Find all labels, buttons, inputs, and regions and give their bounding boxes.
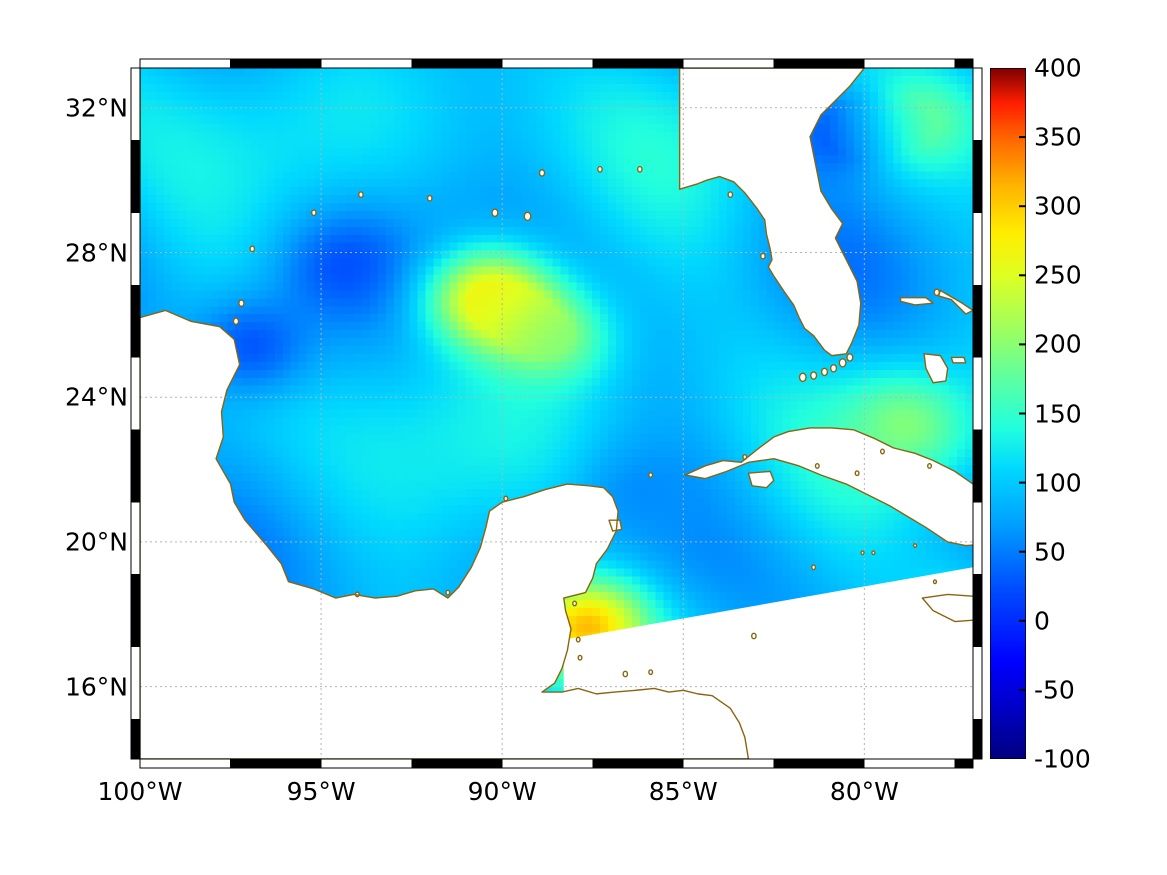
y-tick-label-3: 28°N (64, 238, 128, 267)
map-panel (130, 58, 983, 769)
colorbar-tick-label-1: 350 (1034, 122, 1082, 152)
colorbar-tick-label-5: 150 (1034, 399, 1082, 428)
colorbar-tick-label-2: 300 (1034, 191, 1082, 221)
colorbar-tick-label-10: -100 (1034, 744, 1091, 774)
colorbar-tick-label-6: 100 (1034, 468, 1082, 498)
colorbar-tick-label-0: 400 (1034, 53, 1082, 83)
x-tick-label-3: 85°W (648, 777, 718, 806)
colorbar-tick-label-9: -50 (1034, 675, 1075, 705)
colorbar-tick-label-7: 50 (1034, 537, 1066, 567)
x-tick-label-1: 95°W (286, 777, 356, 806)
x-tick-label-4: 80°W (829, 777, 899, 806)
y-tick-label-1: 20°N (64, 527, 128, 557)
map-canvas (130, 58, 983, 769)
x-tick-label-0: 100°W (97, 777, 183, 806)
colorbar-panel (990, 68, 1026, 759)
colorbar-tick-label-8: 0 (1034, 606, 1050, 636)
x-tick-label-2: 90°W (467, 777, 537, 806)
y-tick-label-2: 24°N (64, 382, 128, 412)
colorbar-tick-label-4: 200 (1034, 329, 1082, 359)
y-tick-label-0: 16°N (64, 672, 128, 702)
colorbar-canvas (990, 68, 1026, 759)
colorbar-tick-label-3: 250 (1034, 260, 1082, 290)
y-tick-label-4: 32°N (64, 93, 128, 123)
